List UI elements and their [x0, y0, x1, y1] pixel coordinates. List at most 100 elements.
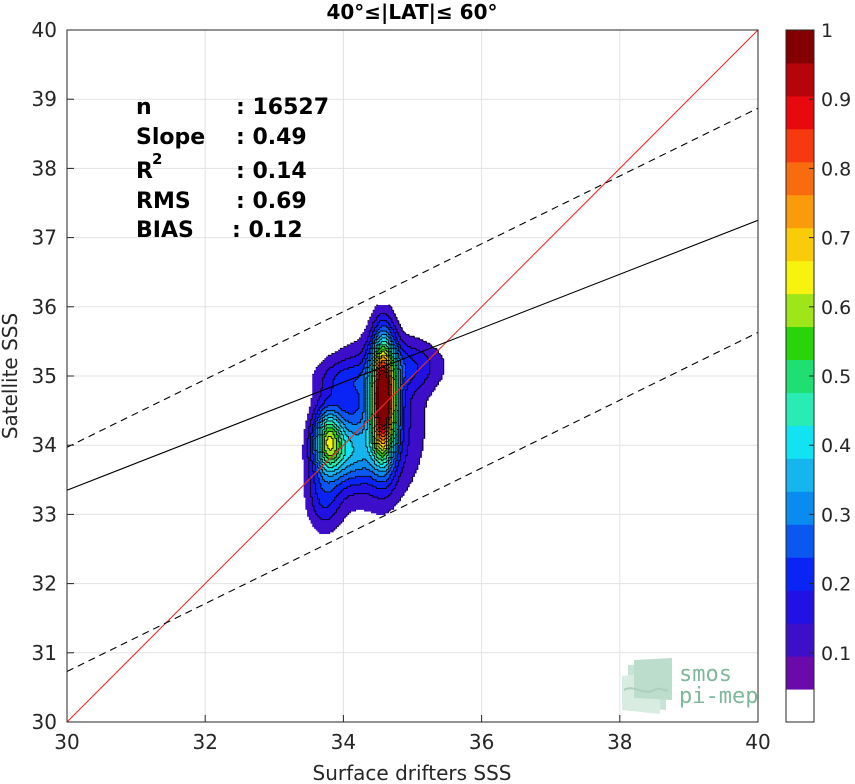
density-cell	[320, 382, 324, 386]
density-cell	[345, 469, 348, 472]
density-cell	[326, 440, 329, 443]
density-cell	[322, 465, 325, 469]
density-cell	[343, 481, 346, 484]
density-cell	[341, 434, 344, 438]
density-cell	[308, 474, 312, 477]
density-cell	[357, 358, 360, 362]
density-cell	[334, 467, 338, 471]
density-cell	[310, 415, 313, 419]
density-cell	[348, 445, 351, 448]
density-cell	[381, 471, 384, 474]
density-cell	[338, 419, 341, 422]
density-cell	[369, 408, 372, 412]
density-cell	[312, 396, 315, 400]
density-cell	[327, 491, 331, 495]
density-cell	[372, 484, 376, 488]
density-cell	[374, 384, 377, 387]
density-cell	[369, 337, 372, 341]
density-cell	[320, 381, 324, 384]
density-cell	[339, 370, 343, 374]
density-cell	[331, 436, 334, 439]
density-cell	[381, 509, 384, 512]
density-cell	[369, 450, 372, 453]
density-cell	[365, 469, 369, 472]
density-cell	[348, 381, 351, 384]
density-cell	[341, 467, 344, 471]
density-cell	[303, 486, 306, 490]
density-cell	[324, 401, 327, 405]
density-cell	[350, 369, 353, 372]
density-cell	[343, 509, 346, 512]
density-cell	[365, 355, 369, 358]
density-cell	[333, 433, 336, 436]
density-cell	[345, 509, 348, 512]
density-cell	[317, 382, 320, 386]
density-cell	[343, 431, 346, 434]
density-cell	[365, 384, 369, 387]
density-cell	[376, 474, 379, 477]
density-cell	[331, 363, 334, 367]
density-cell	[386, 464, 389, 467]
density-cell	[314, 498, 317, 502]
density-cell	[305, 498, 308, 502]
density-cell	[339, 500, 343, 503]
density-cell	[333, 505, 336, 509]
density-cell	[383, 405, 386, 408]
density-cell	[322, 524, 325, 528]
density-cell	[384, 431, 388, 434]
density-cell	[353, 351, 357, 355]
density-cell	[333, 429, 336, 432]
density-cell	[319, 377, 322, 381]
density-cell	[345, 348, 348, 351]
density-cell	[371, 422, 374, 426]
density-cell	[376, 327, 379, 330]
density-cell	[322, 396, 325, 400]
density-cell	[386, 445, 389, 448]
density-cell	[326, 467, 329, 471]
density-cell	[327, 379, 331, 382]
density-cell	[345, 495, 348, 498]
density-cell	[339, 358, 343, 362]
density-cell	[365, 408, 369, 412]
density-cell	[352, 386, 355, 389]
density-cell	[365, 360, 369, 363]
density-cell	[339, 367, 343, 370]
density-cell	[386, 331, 389, 334]
density-cell	[360, 452, 363, 455]
density-cell	[384, 417, 388, 420]
density-cell	[381, 422, 384, 426]
density-cell	[312, 440, 315, 443]
density-cell	[381, 491, 384, 495]
density-cell	[376, 398, 379, 401]
density-cell	[331, 486, 334, 490]
density-cell	[329, 362, 332, 365]
density-cell	[352, 422, 355, 426]
density-cell	[353, 443, 357, 446]
density-cell	[377, 453, 381, 457]
density-cell	[364, 433, 367, 436]
density-cell	[322, 369, 325, 372]
density-cell	[334, 353, 338, 356]
density-cell	[331, 488, 334, 491]
density-cell	[358, 388, 362, 391]
density-cell	[360, 488, 363, 491]
density-cell	[331, 427, 334, 431]
density-cell	[381, 448, 384, 451]
density-cell	[384, 370, 388, 374]
density-cell	[377, 332, 381, 336]
density-cell	[372, 497, 376, 500]
density-cell	[381, 355, 384, 358]
density-cell	[383, 502, 386, 505]
density-cell	[352, 348, 355, 351]
density-cell	[320, 398, 324, 401]
density-cell	[355, 367, 358, 370]
density-cell	[324, 433, 327, 436]
density-cell	[358, 393, 362, 396]
density-cell	[350, 471, 353, 474]
density-cell	[345, 493, 348, 496]
density-cell	[374, 358, 377, 362]
density-cell	[308, 509, 312, 512]
density-cell	[345, 410, 348, 413]
density-cell	[336, 429, 339, 432]
density-cell	[386, 396, 389, 400]
